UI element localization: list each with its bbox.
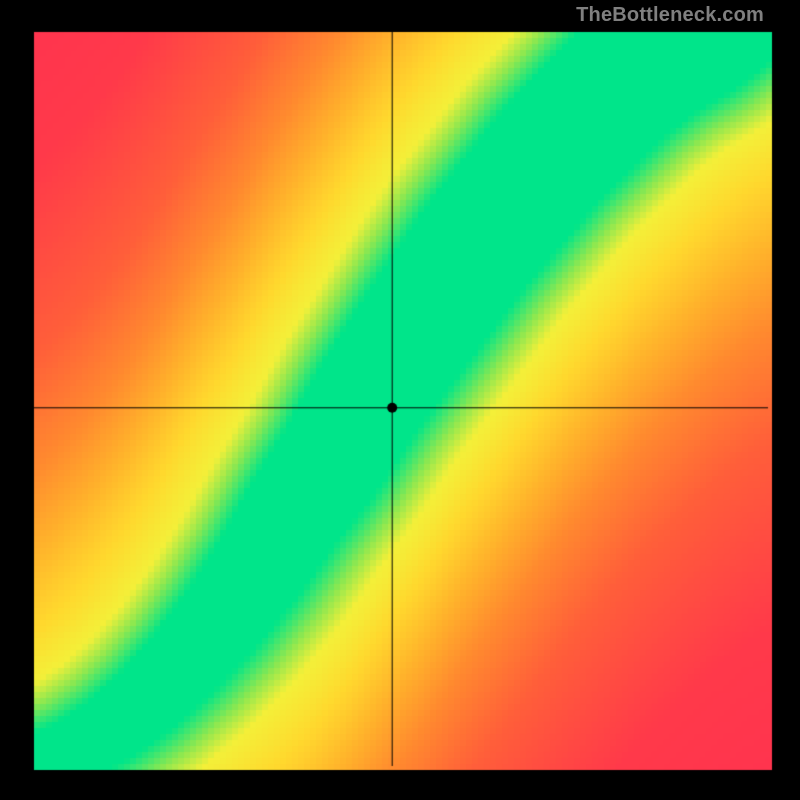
bottleneck-heatmap bbox=[0, 0, 800, 800]
chart-container: TheBottleneck.com bbox=[0, 0, 800, 800]
watermark-text: TheBottleneck.com bbox=[576, 4, 764, 27]
